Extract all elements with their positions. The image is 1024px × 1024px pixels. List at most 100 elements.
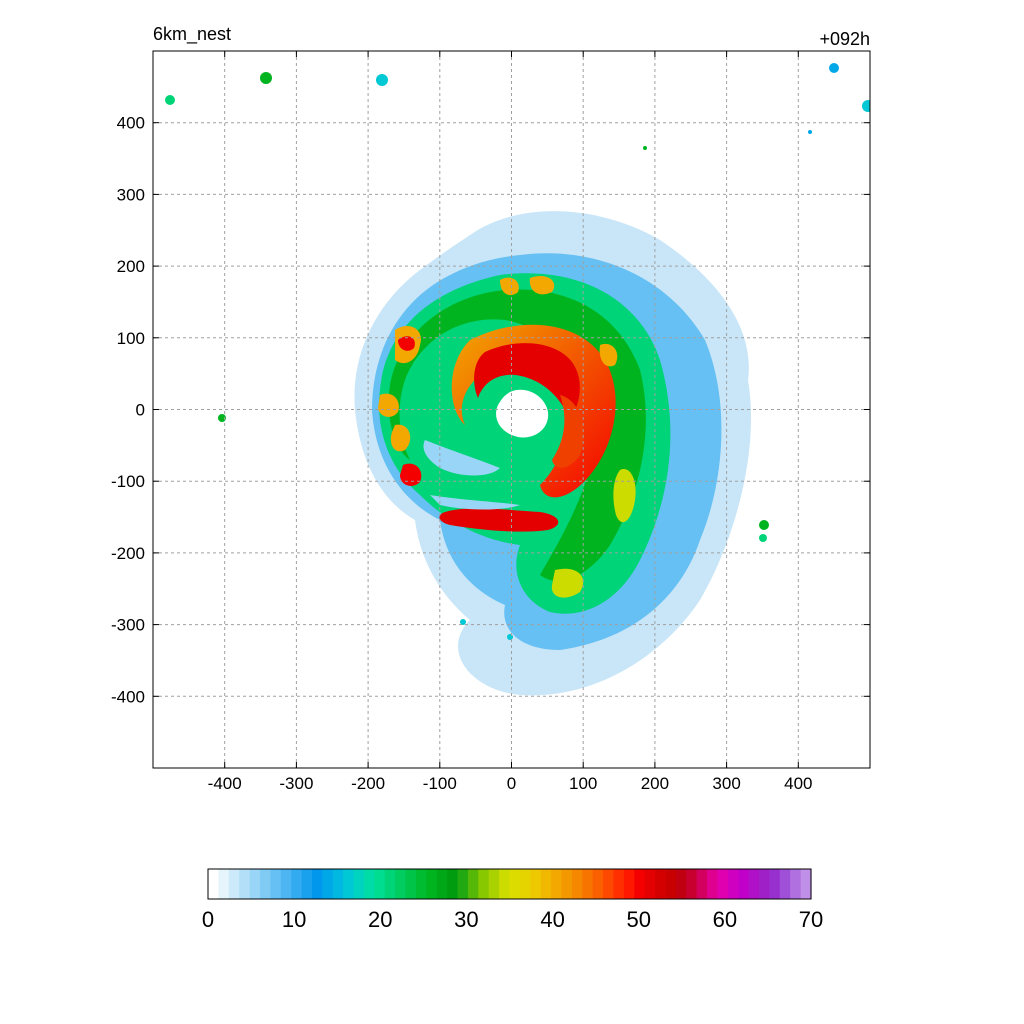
colorbar-swatch — [738, 869, 750, 899]
chart-title-right: +092h — [819, 29, 870, 49]
colorbar-swatch — [270, 869, 282, 899]
field-rainband-east — [551, 469, 636, 598]
colorbar-swatch — [696, 869, 708, 899]
colorbar-swatch — [467, 869, 479, 899]
colorbar-swatch — [603, 869, 615, 899]
y-tick-label: -100 — [111, 472, 145, 491]
colorbar-tick-label: 40 — [540, 907, 564, 932]
colorbar-swatch — [499, 869, 511, 899]
colorbar-swatch — [613, 869, 625, 899]
colorbar-tick-label: 60 — [713, 907, 737, 932]
colorbar-tick-label: 50 — [626, 907, 650, 932]
colorbar-swatches — [208, 869, 812, 899]
y-tick-label: -200 — [111, 544, 145, 563]
colorbar-swatch — [759, 869, 771, 899]
colorbar-swatch — [301, 869, 313, 899]
colorbar-swatch — [322, 869, 334, 899]
x-tick-label: 0 — [507, 774, 516, 793]
colorbar-swatch — [384, 869, 396, 899]
colorbar-tick-label: 70 — [799, 907, 823, 932]
colorbar-swatch — [415, 869, 427, 899]
colorbar-swatch — [665, 869, 677, 899]
colorbar-swatch — [707, 869, 719, 899]
field-rainband-north — [500, 275, 618, 367]
colorbar-swatch — [218, 869, 230, 899]
colorbar-swatch — [457, 869, 469, 899]
colorbar-swatch — [291, 869, 303, 899]
colorbar-swatch — [249, 869, 261, 899]
colorbar-swatch — [436, 869, 448, 899]
y-tick-label: 0 — [136, 401, 145, 420]
y-tick-label: -400 — [111, 687, 145, 706]
colorbar-swatch — [343, 869, 355, 899]
colorbar-frame — [207, 868, 812, 900]
colorbar-swatch — [540, 869, 552, 899]
y-tick-label: 300 — [117, 185, 145, 204]
colorbar-swatch — [686, 869, 698, 899]
colorbar-swatch — [228, 869, 240, 899]
field-moat — [423, 440, 520, 510]
colorbar-swatch — [509, 869, 521, 899]
x-tick-label: -400 — [208, 774, 242, 793]
x-axis: -400 -300 -200 -100 0 100 200 300 400 — [208, 51, 812, 793]
colorbar-swatch — [655, 869, 667, 899]
chart-title-left: 6km_nest — [153, 24, 231, 45]
field-eye — [496, 389, 549, 438]
colorbar-tick-label: 0 — [202, 907, 214, 932]
intensity-field — [165, 63, 870, 696]
colorbar-swatch — [311, 869, 323, 899]
colorbar-swatch — [259, 869, 271, 899]
colorbar-swatch — [395, 869, 407, 899]
y-tick-label: 100 — [117, 329, 145, 348]
colorbar-swatch — [592, 869, 604, 899]
colorbar-swatch — [280, 869, 292, 899]
colorbar: 0 10 20 30 40 50 60 70 — [202, 868, 823, 932]
colorbar-swatch — [582, 869, 594, 899]
colorbar-swatch — [727, 869, 739, 899]
colorbar-tick-label: 10 — [282, 907, 306, 932]
colorbar-swatch — [800, 869, 812, 899]
colorbar-swatch — [769, 869, 781, 899]
x-tick-label: -300 — [279, 774, 313, 793]
colorbar-swatch — [571, 869, 583, 899]
colorbar-tick-label: 30 — [454, 907, 478, 932]
colorbar-swatch — [239, 869, 251, 899]
colorbar-swatch — [208, 869, 219, 899]
x-tick-label: 300 — [712, 774, 740, 793]
x-tick-label: -200 — [351, 774, 385, 793]
colorbar-swatch — [675, 869, 687, 899]
colorbar-swatch — [363, 869, 375, 899]
colorbar-swatch — [374, 869, 386, 899]
colorbar-swatch — [405, 869, 417, 899]
field-eyewall-core — [474, 343, 580, 420]
colorbar-swatch — [551, 869, 563, 899]
field-rainband-west — [378, 325, 421, 452]
colorbar-swatch — [790, 869, 802, 899]
y-tick-label: 400 — [117, 114, 145, 133]
x-tick-label: 400 — [784, 774, 812, 793]
colorbar-swatch — [623, 869, 635, 899]
x-tick-label: -100 — [423, 774, 457, 793]
field-rainband-south — [439, 508, 559, 532]
colorbar-swatch — [779, 869, 791, 899]
field-scattered-cells — [165, 63, 870, 640]
colorbar-swatch — [634, 869, 646, 899]
colorbar-swatch — [561, 869, 573, 899]
y-tick-label: 200 — [117, 257, 145, 276]
colorbar-swatch — [488, 869, 500, 899]
plot-area: -400 -300 -200 -100 0 100 200 300 400 400 300 200 1… — [111, 50, 871, 793]
colorbar-tick-label: 20 — [368, 907, 392, 932]
x-tick-label: 100 — [569, 774, 597, 793]
colorbar-swatch — [519, 869, 531, 899]
colorbar-swatch — [332, 869, 344, 899]
colorbar-swatch — [426, 869, 438, 899]
colorbar-swatch — [447, 869, 459, 899]
colorbar-labels: 0 10 20 30 40 50 60 70 — [202, 907, 823, 932]
colorbar-swatch — [353, 869, 365, 899]
colorbar-swatch — [644, 869, 656, 899]
colorbar-swatch — [748, 869, 760, 899]
y-axis: 400 300 200 100 0 -100 -200 -300 -400 — [111, 114, 870, 706]
colorbar-swatch — [717, 869, 729, 899]
x-tick-label: 200 — [641, 774, 669, 793]
